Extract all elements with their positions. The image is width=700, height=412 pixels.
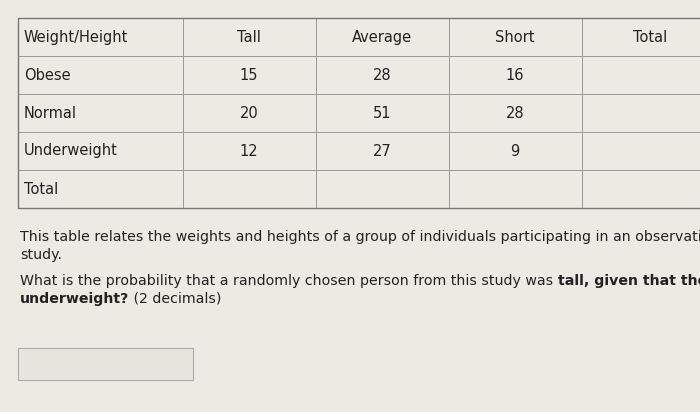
Text: Total: Total: [24, 182, 58, 197]
Bar: [316, 170, 449, 208]
Text: 9: 9: [510, 143, 519, 159]
Text: study.: study.: [20, 248, 62, 262]
Text: tall, given that they were: tall, given that they were: [558, 274, 700, 288]
Bar: [582, 170, 700, 208]
Text: Weight/Height: Weight/Height: [24, 30, 128, 44]
Text: Short: Short: [496, 30, 535, 44]
Bar: [449, 94, 582, 132]
Text: 51: 51: [372, 105, 391, 120]
Text: Obese: Obese: [24, 68, 71, 82]
Bar: [316, 56, 449, 94]
Bar: [582, 132, 700, 170]
Text: underweight?: underweight?: [20, 292, 130, 306]
Bar: [582, 56, 700, 94]
Bar: [449, 170, 582, 208]
Text: What is the probability that a randomly chosen person from this study was: What is the probability that a randomly …: [20, 274, 558, 288]
Text: Average: Average: [352, 30, 412, 44]
Bar: [18, 170, 183, 208]
Text: Total: Total: [633, 30, 667, 44]
Text: Tall: Tall: [237, 30, 261, 44]
Bar: [449, 56, 582, 94]
Text: 15: 15: [239, 68, 258, 82]
Bar: [183, 18, 316, 56]
Text: 20: 20: [239, 105, 258, 120]
Bar: [183, 94, 316, 132]
Text: Normal: Normal: [24, 105, 77, 120]
Text: 16: 16: [505, 68, 524, 82]
Bar: [449, 18, 582, 56]
Bar: [316, 94, 449, 132]
Bar: [183, 56, 316, 94]
Bar: [582, 94, 700, 132]
Bar: [18, 18, 700, 208]
Text: 12: 12: [239, 143, 258, 159]
Bar: [18, 94, 183, 132]
Bar: [449, 132, 582, 170]
Bar: [582, 18, 700, 56]
Bar: [18, 56, 183, 94]
Bar: [18, 132, 183, 170]
Text: 28: 28: [372, 68, 391, 82]
Text: This table relates the weights and heights of a group of individuals participati: This table relates the weights and heigh…: [20, 230, 700, 244]
Text: Underweight: Underweight: [24, 143, 118, 159]
Bar: [316, 18, 449, 56]
Bar: [183, 132, 316, 170]
Bar: [316, 132, 449, 170]
Text: (2 decimals): (2 decimals): [130, 292, 222, 306]
Text: 27: 27: [372, 143, 391, 159]
Bar: [18, 18, 183, 56]
Bar: [183, 170, 316, 208]
Text: 28: 28: [505, 105, 524, 120]
Bar: [18, 348, 193, 380]
